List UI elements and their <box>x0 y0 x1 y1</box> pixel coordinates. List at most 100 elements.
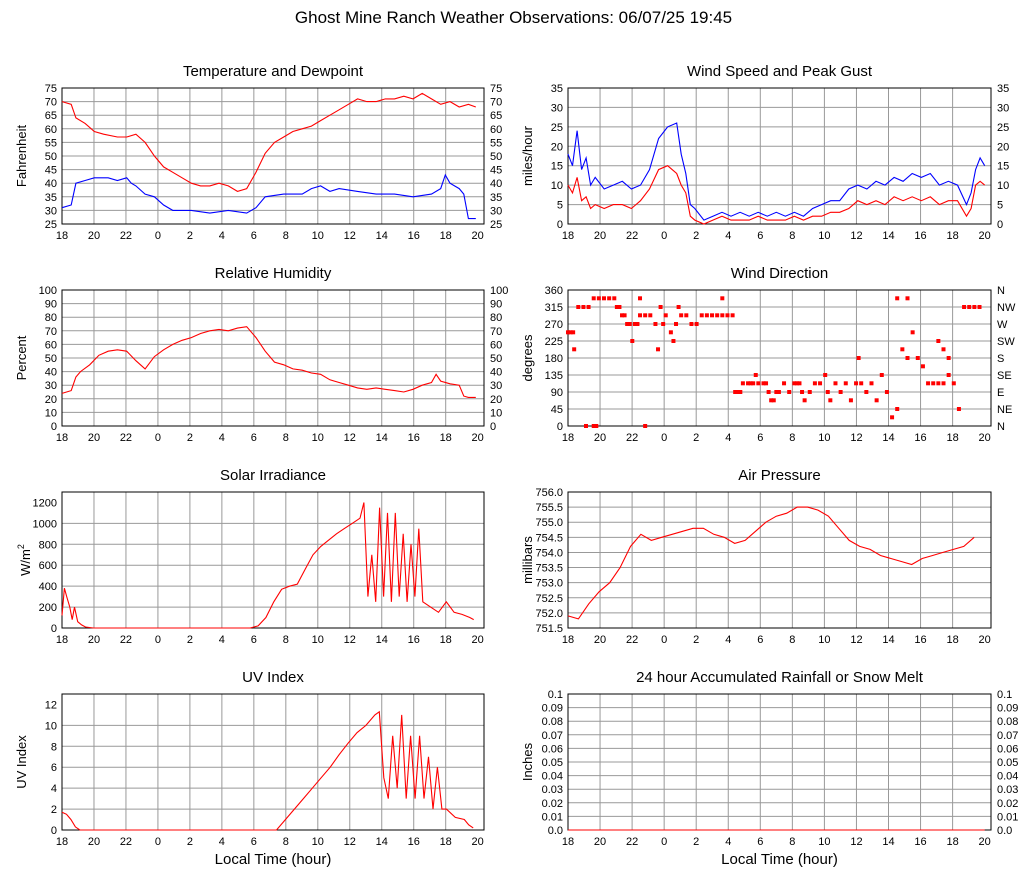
temperature-y-tick-label-right: 30 <box>490 205 502 217</box>
wind-direction-point <box>761 381 766 386</box>
rain-y-tick-label: 0.09 <box>542 703 563 715</box>
wind-direction-point <box>972 305 977 309</box>
wind-direction-point <box>643 313 648 318</box>
solar-y-axis-label: W/m2 <box>16 544 33 576</box>
humidity-y-tick-label-right: 20 <box>490 394 502 406</box>
wind-direction-point <box>594 424 599 428</box>
humidity-y-tick-label: 40 <box>45 367 57 379</box>
wind-direction-direction-label: N <box>997 421 1005 433</box>
wind-direction-point <box>715 313 720 318</box>
solar-x-tick-label: 20 <box>472 634 484 646</box>
humidity-x-tick-label: 18 <box>440 432 452 444</box>
rain-y-tick-label-right: 0.0 <box>997 825 1012 837</box>
wind-direction-point <box>797 381 802 386</box>
wind-direction-point <box>632 322 637 326</box>
uv-x-tick-label: 16 <box>408 836 420 848</box>
pressure-y-tick-label: 753.5 <box>535 563 563 575</box>
wind-direction-point <box>890 415 895 420</box>
wind-speed-x-tick-label: 4 <box>725 230 731 242</box>
temperature-x-tick-label: 8 <box>283 230 289 242</box>
humidity-y-tick-label-right: 0 <box>490 421 496 433</box>
wind-speed-series-line-0 <box>567 122 986 221</box>
wind-direction-point <box>694 322 699 326</box>
wind-speed-y-tick-label-right: 15 <box>997 161 1009 173</box>
wind-speed-series-line-1 <box>567 165 986 225</box>
wind-direction-direction-label: N <box>997 285 1005 297</box>
rain-y-tick-label-right: 0.09 <box>997 703 1018 715</box>
wind-direction-point <box>566 330 570 335</box>
wind-speed-y-tick-label: 25 <box>551 122 563 134</box>
humidity-y-tick-label-right: 100 <box>490 285 508 297</box>
wind-direction-point <box>769 398 774 403</box>
solar-x-tick-label: 18 <box>56 634 68 646</box>
humidity-y-tick-label-right: 50 <box>490 353 502 365</box>
wind-direction-point <box>753 373 758 377</box>
wind-direction-point <box>936 339 941 343</box>
wind-direction-point <box>895 407 900 411</box>
wind-direction-point <box>635 322 640 326</box>
wind-direction-x-tick-label: 20 <box>979 432 991 444</box>
wind-direction-y-axis-label: degrees <box>520 334 535 381</box>
humidity-y-tick-label-right: 30 <box>490 380 502 392</box>
wind-speed-y-tick-label: 15 <box>551 161 563 173</box>
wind-direction-y-tick-label: 135 <box>545 370 563 382</box>
rain-y-tick-label: 0.02 <box>542 798 563 810</box>
wind-direction-point <box>671 339 676 343</box>
uv-x-tick-label: 2 <box>187 836 193 848</box>
wind-direction-point <box>733 390 738 394</box>
wind-speed-y-tick-label-right: 25 <box>997 122 1009 134</box>
temperature-x-tick-label: 20 <box>472 230 484 242</box>
rain-x-tick-label: 8 <box>789 836 795 848</box>
rain-y-tick-label-right: 0.08 <box>997 716 1018 728</box>
temperature-y-tick-label: 75 <box>45 83 57 95</box>
solar-x-tick-label: 12 <box>344 634 356 646</box>
wind-speed-y-tick-label: 0 <box>557 219 563 231</box>
uv-x-tick-label: 4 <box>219 836 225 848</box>
temperature-y-tick-label: 70 <box>45 97 57 109</box>
uv-y-tick-label: 2 <box>51 804 57 816</box>
wind-direction-y-tick-label: 0 <box>557 421 563 433</box>
humidity-x-tick-label: 14 <box>376 432 388 444</box>
humidity-x-tick-label: 4 <box>219 432 225 444</box>
wind-direction-point <box>586 305 591 309</box>
humidity-y-tick-label: 80 <box>45 312 57 324</box>
wind-speed-y-tick-label-right: 35 <box>997 83 1009 95</box>
wind-direction-point <box>653 322 658 326</box>
humidity-y-tick-label: 100 <box>39 285 57 297</box>
wind-direction-point <box>679 313 684 318</box>
temperature-y-tick-label: 35 <box>45 192 57 204</box>
wind-direction-point <box>854 381 859 386</box>
wind-speed-y-tick-label: 30 <box>551 102 563 114</box>
wind-direction-point <box>684 313 689 318</box>
temperature-series-line-1 <box>61 173 476 220</box>
wind-direction-point <box>622 313 627 318</box>
wind-direction-point <box>607 296 612 301</box>
wind-speed-x-tick-label: 6 <box>757 230 763 242</box>
humidity-x-tick-label: 18 <box>56 432 68 444</box>
wind-speed-x-tick-label: 18 <box>946 230 958 242</box>
wind-speed-y-tick-label: 5 <box>557 200 563 212</box>
humidity-chart-title: Relative Humidity <box>215 265 332 282</box>
temperature-chart-title: Temperature and Dewpoint <box>183 63 364 80</box>
wind-direction-point <box>869 381 874 386</box>
wind-speed-y-tick-label-right: 10 <box>997 180 1009 192</box>
wind-direction-point <box>676 305 681 309</box>
pressure-y-axis-label: millibars <box>520 536 535 584</box>
humidity-x-tick-label: 20 <box>88 432 100 444</box>
wind-direction-point <box>638 313 643 318</box>
humidity-x-tick-label: 6 <box>251 432 257 444</box>
wind-direction-point <box>807 390 812 394</box>
wind-speed-x-tick-label: 14 <box>882 230 894 242</box>
wind-speed-y-tick-label: 20 <box>551 141 563 153</box>
rain-x-tick-label: 2 <box>693 836 699 848</box>
wind-direction-point <box>879 373 884 377</box>
wind-direction-y-tick-label: 225 <box>545 336 563 348</box>
wind-direction-point <box>720 313 725 318</box>
wind-direction-point <box>915 356 920 360</box>
rain-y-tick-label: 0.01 <box>542 811 563 823</box>
temperature-x-tick-label: 14 <box>376 230 388 242</box>
wind-speed-x-tick-label: 20 <box>979 230 991 242</box>
wind-direction-point <box>812 381 817 386</box>
rain-y-tick-label-right: 0.01 <box>997 811 1018 823</box>
